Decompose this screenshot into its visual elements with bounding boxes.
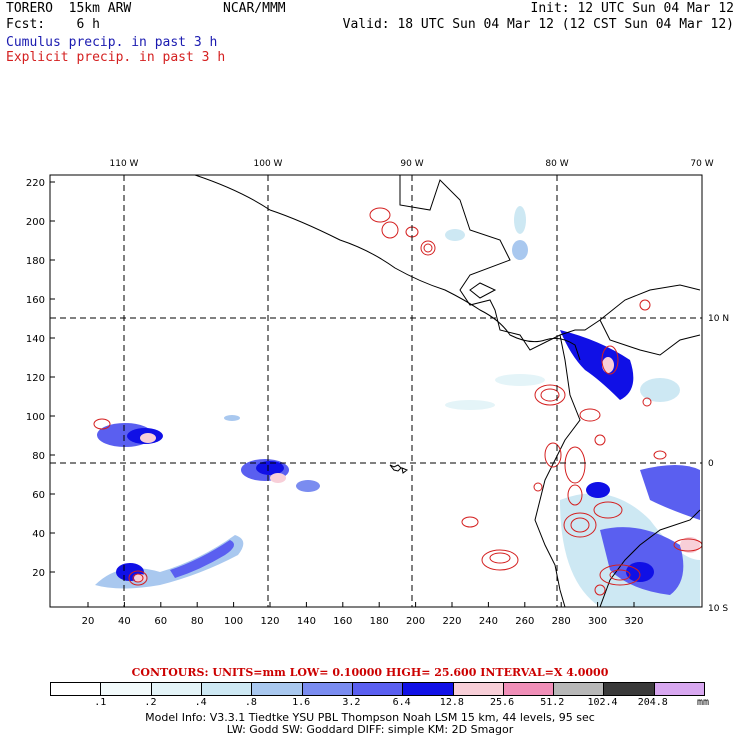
colorbar-label: 6.4 (392, 697, 411, 708)
x-tick-label: 220 (442, 616, 461, 627)
colorbar-label: .4 (194, 697, 207, 708)
x-tick-label: 180 (370, 616, 389, 627)
colorbar-label: 3.2 (342, 697, 361, 708)
colorbar-segment (252, 683, 303, 695)
explicit-contours (93, 207, 702, 596)
longitude-label: 90 W (400, 159, 423, 169)
model-title: TORERO 15km ARW (6, 1, 132, 16)
colorbar-segment (302, 683, 353, 695)
latitude-label: 10 N (708, 314, 729, 324)
colorbar-segment (654, 683, 705, 695)
colorbar-labels: .1 .2 .4 .8 1.6 3.2 6.4 12.8 25.6 51.2 102.4 204.8 (50, 697, 703, 709)
y-tick-label: 80 (32, 451, 45, 462)
colorbar-segment (352, 683, 404, 695)
x-tick-label: 100 (224, 616, 243, 627)
y-tick-label: 220 (26, 178, 45, 189)
model-info-line1: Model Info: V3.3.1 Tiedtke YSU PBL Thomp… (145, 711, 595, 724)
colorbar-segment (151, 683, 202, 695)
x-tick-label: 200 (406, 616, 425, 627)
y-tick-label: 100 (26, 412, 45, 423)
colorbar-label: 204.8 (637, 697, 668, 708)
valid-time: Valid: 18 UTC Sun 04 Mar 12 (12 CST Sun … (342, 17, 734, 32)
colorbar-segment (51, 683, 102, 695)
colorbar-label: .2 (144, 697, 157, 708)
y-tick-label: 200 (26, 217, 45, 228)
x-tick-label: 260 (515, 616, 534, 627)
colorbar (50, 682, 705, 696)
colorbar-segment (403, 683, 454, 695)
x-tick-label: 160 (333, 616, 352, 627)
colorbar-segment (503, 683, 555, 695)
colorbar-label: 1.6 (292, 697, 311, 708)
colorbar-label: .8 (244, 697, 257, 708)
graticule (50, 175, 702, 607)
colorbar-label: 102.4 (587, 697, 618, 708)
x-tick-label: 80 (191, 616, 204, 627)
latitude-labels: 10 N 0 10 S (708, 314, 729, 614)
longitude-label: 70 W (690, 159, 713, 169)
x-tick-label: 120 (260, 616, 279, 627)
colorbar-segment (554, 683, 605, 695)
x-tick-label: 140 (297, 616, 316, 627)
colorbar-label: 25.6 (490, 697, 515, 708)
x-tick-label: 40 (118, 616, 131, 627)
x-tick-label: 60 (154, 616, 167, 627)
y-tick-label: 60 (32, 490, 45, 501)
cumulus-precip-label: Cumulus precip. in past 3 h (6, 35, 218, 50)
explicit-precip-label: Explicit precip. in past 3 h (6, 50, 226, 65)
x-tick-label: 20 (82, 616, 95, 627)
y-tick-label: 20 (32, 568, 45, 579)
colorbar-unit: mm (697, 697, 710, 708)
longitude-label: 100 W (254, 159, 283, 169)
x-tick-label: 320 (624, 616, 643, 627)
colorbar-segment (453, 683, 504, 695)
colorbar-segment (604, 683, 655, 695)
longitude-label: 80 W (545, 159, 568, 169)
longitude-label: 110 W (110, 159, 139, 169)
colorbar-segment (101, 683, 152, 695)
y-tick-label: 180 (26, 256, 45, 267)
model-info-line2: LW: Godd SW: Goddard DIFF: simple KM: 2D… (226, 723, 514, 736)
center-label: NCAR/MMM (223, 1, 286, 16)
y-tick-label: 40 (32, 529, 45, 540)
x-tick-label: 300 (588, 616, 607, 627)
precip-fills (95, 206, 700, 607)
y-tick-label: 120 (26, 373, 45, 384)
latitude-label: 10 S (708, 604, 728, 614)
colorbar-segment (201, 683, 253, 695)
y-axis-ticks: 20 40 60 80 100 120 140 160 180 200 220 (26, 178, 55, 579)
x-tick-label: 240 (479, 616, 498, 627)
longitude-labels: 110 W 100 W 90 W 80 W 70 W (110, 159, 714, 169)
y-tick-label: 160 (26, 295, 45, 306)
colorbar-label: 12.8 (439, 697, 464, 708)
latitude-label: 0 (708, 459, 714, 469)
x-axis-ticks: 20 40 60 80 100 120 140 160 180 200 220 240 260 280 30… (82, 602, 644, 627)
y-tick-label: 140 (26, 334, 45, 345)
colorbar-label: 51.2 (540, 697, 565, 708)
contours-info: CONTOURS: UNITS=mm LOW= 0.10000 HIGH= 25… (131, 666, 609, 679)
coastlines (194, 175, 701, 607)
forecast-hour: Fcst: 6 h (6, 17, 100, 32)
init-time: Init: 12 UTC Sun 04 Mar 12 (530, 1, 735, 16)
x-tick-label: 280 (552, 616, 571, 627)
map-frame (49, 174, 703, 608)
colorbar-label: .1 (94, 697, 107, 708)
